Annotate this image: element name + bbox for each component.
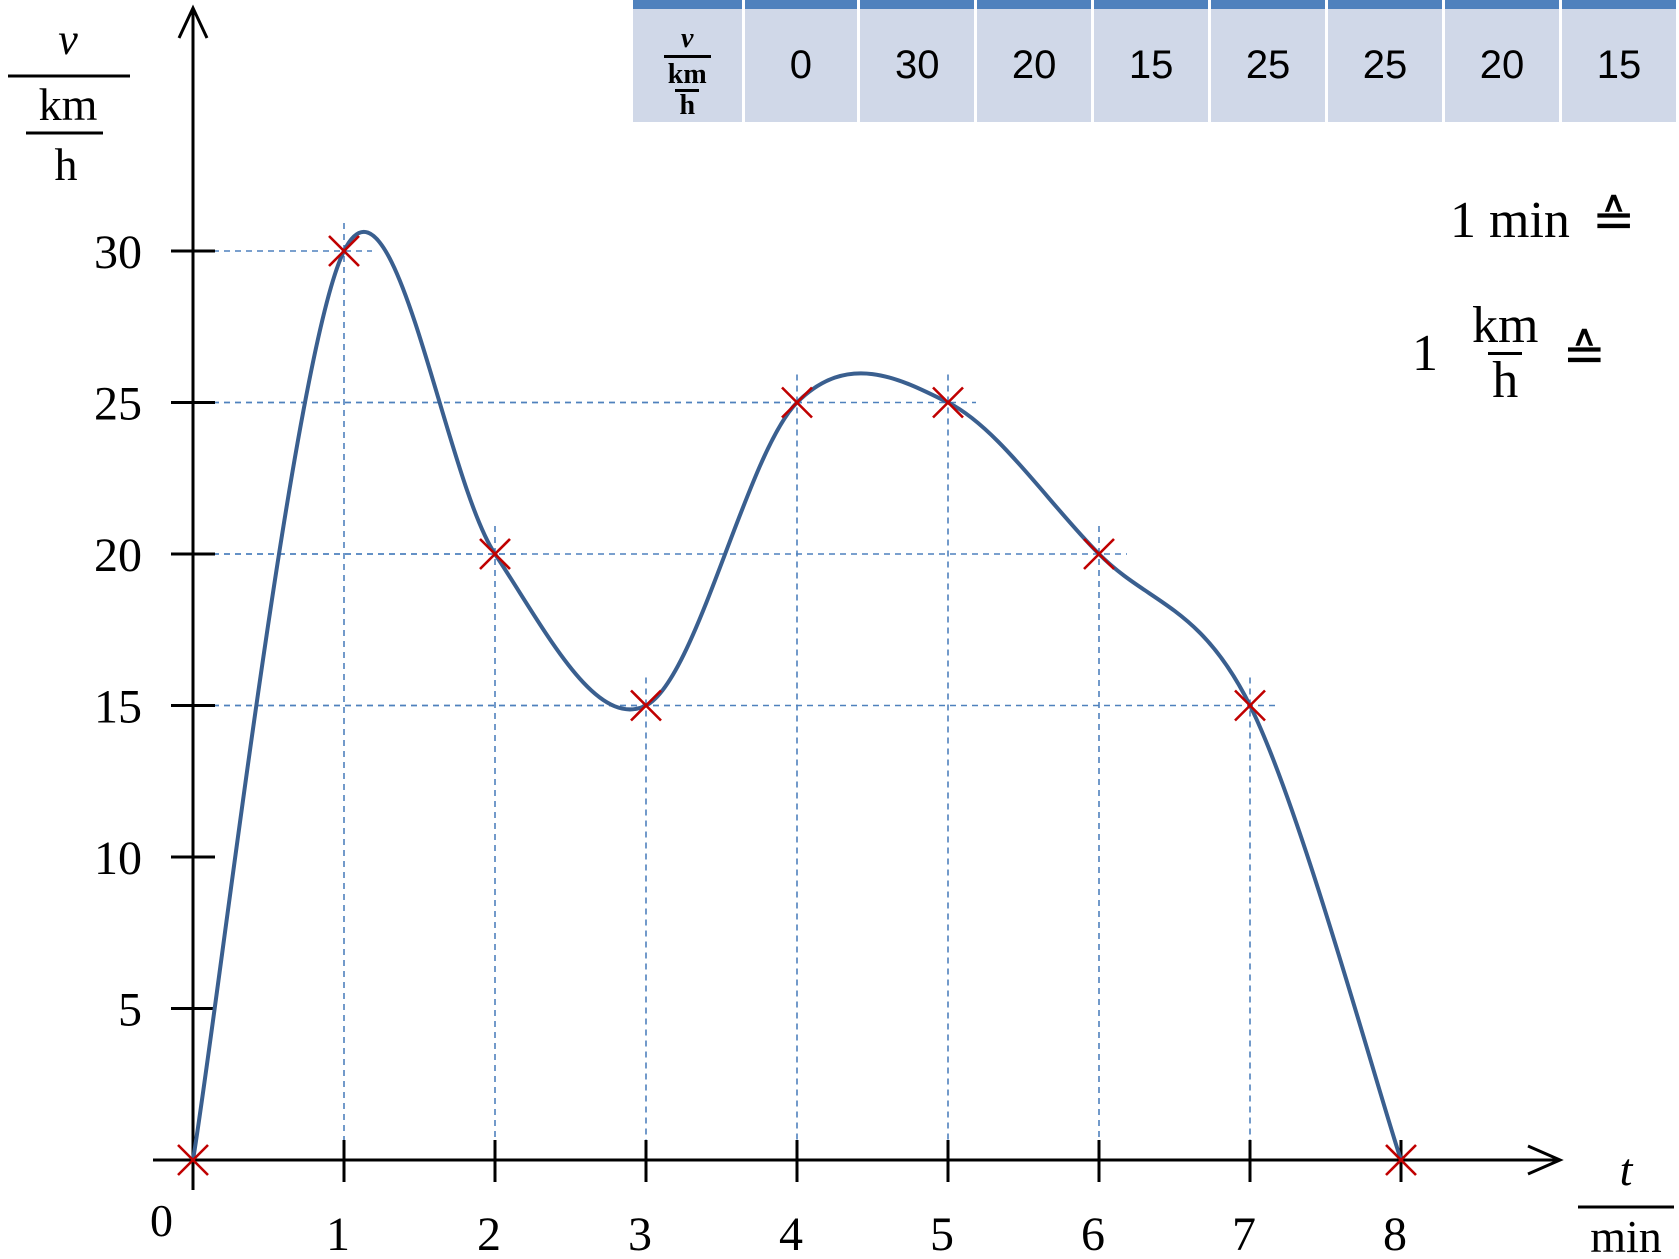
y-tick-label: 10 (94, 832, 142, 885)
data-point-marker (328, 235, 360, 267)
y-axis-label-unit-numerator: km (39, 79, 98, 130)
table-cell: 25 (1211, 0, 1326, 122)
data-point-markers (177, 235, 1417, 1176)
y-axis-label-unit-denominator: h (55, 139, 78, 190)
y-axis-label-quantity: v (58, 15, 78, 64)
data-point-marker (1234, 689, 1266, 722)
guide-lines (213, 223, 1278, 1140)
table-cell: 15 (1094, 0, 1209, 122)
table-row: v km h 0 30 20 15 25 25 20 15 (633, 0, 1676, 122)
y-tick-label: 5 (118, 984, 142, 1037)
data-point-marker (1385, 1144, 1417, 1176)
table-cell: 0 (744, 0, 858, 122)
scale-note-speed: 1 km h ≙ (1412, 300, 1606, 407)
x-tick-label: 1 (326, 1208, 350, 1259)
x-tick-label: 5 (930, 1208, 954, 1259)
scale-note-speed-lead: 1 (1412, 325, 1438, 382)
scale-note-speed-denominator: h (1488, 352, 1523, 407)
data-point-marker (781, 386, 813, 419)
x-axis-arrowhead (1527, 1144, 1564, 1176)
table-cell: 30 (860, 0, 975, 122)
data-point-marker (177, 1144, 209, 1176)
y-axis-arrowhead (177, 4, 209, 39)
tick-marks (171, 249, 1403, 1182)
table-label-quantity: v (681, 22, 694, 54)
y-axis-label: v km h (8, 15, 130, 190)
x-axis-label: t min (1578, 1144, 1674, 1259)
origin-label: 0 (150, 1195, 173, 1246)
y-tick-label: 25 (94, 378, 142, 431)
x-axis-label-quantity: t (1620, 1144, 1634, 1195)
x-tick-label: 2 (477, 1208, 501, 1259)
x-axis-label-unit: min (1590, 1211, 1662, 1259)
table-label-unit-numerator: km (667, 58, 707, 90)
table-cell: 25 (1328, 0, 1442, 122)
data-point-marker (1083, 538, 1115, 570)
table-cell: 20 (977, 0, 1092, 122)
table-cell: 20 (1445, 0, 1559, 122)
data-point-marker (932, 386, 964, 419)
data-point-marker (479, 538, 511, 570)
table-label-unit-denominator: h (675, 88, 700, 120)
velocity-curve (191, 229, 1403, 1161)
axes (153, 4, 1564, 1190)
x-tick-label: 4 (779, 1208, 803, 1259)
y-tick-label: 15 (94, 681, 142, 734)
scale-note-time: 1 min ≙ (1450, 190, 1635, 250)
data-point-marker (630, 689, 662, 722)
x-tick-label: 6 (1081, 1208, 1105, 1259)
table-cell: 15 (1561, 0, 1676, 122)
scale-note-time-unit: 1 min (1450, 192, 1570, 249)
y-tick-label: 30 (94, 226, 142, 279)
scale-note-speed-numerator: km (1472, 297, 1539, 354)
x-tick-label: 8 (1383, 1208, 1407, 1259)
x-tick-label: 3 (628, 1208, 652, 1259)
y-tick-label: 20 (94, 529, 142, 582)
corresponds-symbol: ≙ (1562, 325, 1607, 383)
tick-labels: 1 2 3 4 5 6 7 8 5 10 15 20 25 30 (94, 226, 1407, 1259)
table-row-label: v km h (633, 0, 742, 122)
value-table: v km h 0 30 20 15 25 25 20 15 (630, 0, 1679, 122)
x-tick-label: 7 (1232, 1208, 1256, 1259)
corresponds-symbol: ≙ (1591, 192, 1636, 249)
